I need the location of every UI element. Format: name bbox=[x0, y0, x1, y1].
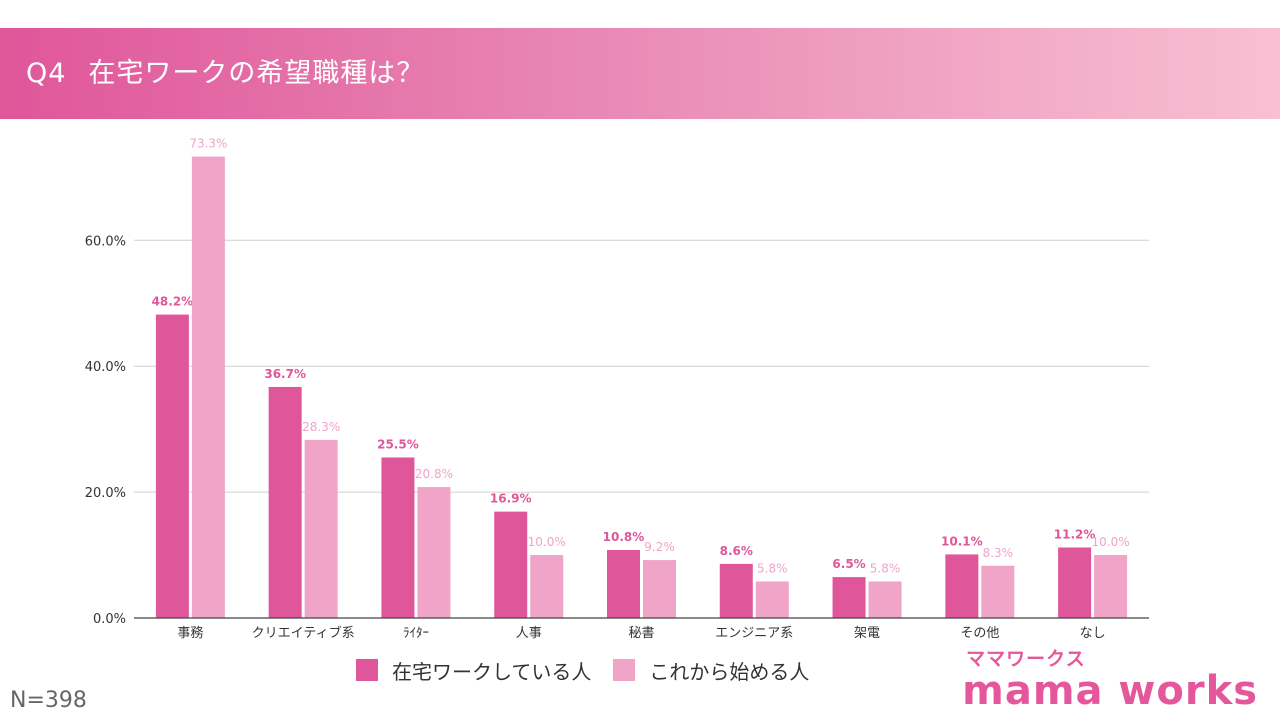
x-tick-label: 事務 bbox=[177, 626, 203, 641]
bar-series1 bbox=[832, 577, 866, 618]
question-text: 在宅ワークの希望職種は？ bbox=[88, 58, 425, 89]
bar-series2 bbox=[304, 439, 338, 618]
bar-series2 bbox=[417, 487, 451, 618]
bar-series2 bbox=[191, 156, 225, 618]
data-label: 8.6% bbox=[720, 544, 753, 558]
y-tick-label: 20.0% bbox=[85, 486, 126, 501]
data-label: 9.2% bbox=[644, 540, 675, 554]
data-label: 20.8% bbox=[415, 467, 453, 481]
x-tick-label: ﾗｲﾀｰ bbox=[403, 626, 429, 641]
logo-text: mama works bbox=[962, 668, 1258, 714]
bar-series1 bbox=[155, 314, 189, 618]
bar-series2 bbox=[1094, 555, 1128, 618]
data-label: 11.2% bbox=[1054, 527, 1096, 541]
data-label: 48.2% bbox=[152, 295, 194, 309]
bar-series1 bbox=[268, 386, 302, 618]
y-tick-label: 40.0% bbox=[85, 360, 126, 375]
legend-item-series2: これから始める人 bbox=[613, 656, 809, 685]
legend-swatch-series1 bbox=[356, 659, 378, 681]
data-label: 5.8% bbox=[757, 561, 788, 575]
x-tick-label: なし bbox=[1080, 626, 1106, 641]
bar-series1 bbox=[945, 554, 979, 618]
bar-series1 bbox=[1058, 547, 1092, 618]
data-label: 25.5% bbox=[377, 437, 419, 451]
y-tick-label: 0.0% bbox=[93, 612, 126, 627]
bar-series1 bbox=[381, 457, 415, 618]
data-label: 6.5% bbox=[832, 557, 865, 571]
data-label: 36.7% bbox=[264, 367, 306, 381]
legend-label-series2: これから始める人 bbox=[649, 659, 810, 684]
bar-series1 bbox=[607, 550, 640, 618]
legend-swatch-series2 bbox=[613, 659, 636, 681]
bar-series2 bbox=[643, 560, 676, 618]
bar-series1 bbox=[494, 511, 528, 618]
x-tick-label: 人事 bbox=[516, 626, 542, 641]
brand-logo: ママワークス mama works bbox=[962, 648, 1258, 712]
data-label: 10.0% bbox=[528, 535, 566, 549]
bar-series2 bbox=[530, 555, 564, 618]
x-tick-label: エンジニア系 bbox=[715, 626, 793, 641]
chart-legend: 在宅ワークしている人 これから始める人 bbox=[356, 655, 831, 685]
sample-size-note: N=398 bbox=[10, 688, 87, 713]
legend-label-series1: 在宅ワークしている人 bbox=[392, 659, 592, 684]
data-label: 10.0% bbox=[1092, 535, 1130, 549]
logo-kana: ママワークス bbox=[966, 648, 1086, 670]
data-label: 73.3% bbox=[189, 137, 227, 151]
x-tick-label: その他 bbox=[960, 626, 999, 641]
data-label: 16.9% bbox=[490, 492, 532, 506]
bar-series2 bbox=[755, 581, 789, 618]
data-label: 8.3% bbox=[983, 546, 1014, 560]
legend-item-series1: 在宅ワークしている人 bbox=[356, 656, 591, 685]
x-tick-label: 架電 bbox=[854, 626, 880, 641]
data-label: 10.1% bbox=[941, 534, 983, 548]
x-tick-label: 秘書 bbox=[628, 626, 654, 641]
question-number: Q4 bbox=[26, 58, 67, 89]
data-label: 5.8% bbox=[870, 561, 901, 575]
y-tick-label: 60.0% bbox=[85, 234, 126, 249]
bar-series2 bbox=[981, 565, 1015, 618]
bar-series1 bbox=[719, 563, 753, 618]
data-label: 10.8% bbox=[603, 530, 645, 544]
bar-series2 bbox=[868, 581, 902, 618]
x-tick-label: クリエイティブ系 bbox=[252, 625, 355, 641]
header-banner: Q4 在宅ワークの希望職種は？ bbox=[0, 28, 1280, 119]
data-label: 28.3% bbox=[302, 420, 340, 434]
page-title: Q4 在宅ワークの希望職種は？ bbox=[26, 28, 424, 119]
